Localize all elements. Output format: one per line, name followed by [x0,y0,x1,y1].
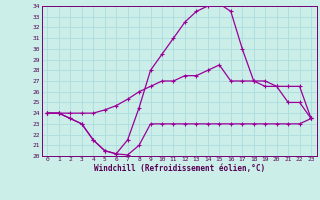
X-axis label: Windchill (Refroidissement éolien,°C): Windchill (Refroidissement éolien,°C) [94,164,265,173]
